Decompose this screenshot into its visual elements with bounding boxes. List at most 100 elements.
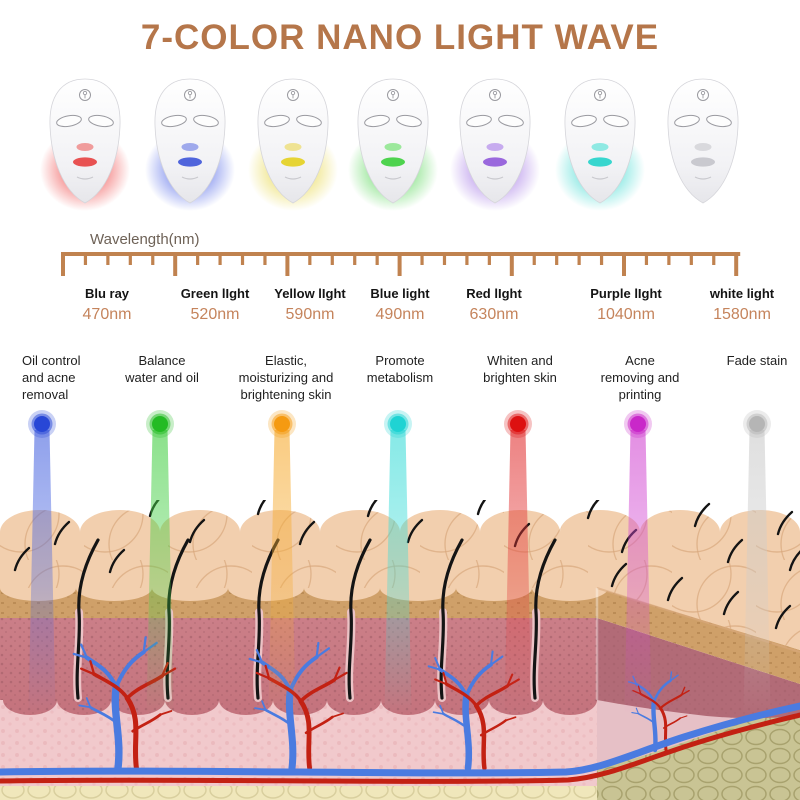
mask-left-eye <box>56 114 82 128</box>
ruler-minor-tick <box>240 252 245 265</box>
light-name-label: white light <box>709 286 775 301</box>
led-dot-glow <box>743 410 771 438</box>
hair <box>726 538 744 564</box>
wavelength-value: 590nm <box>285 306 335 323</box>
masks-row <box>0 74 800 214</box>
mask-right-eye <box>88 114 114 128</box>
ruler-minor-tick <box>420 252 424 265</box>
artery-main <box>0 712 800 784</box>
light-name-label: Red lIght <box>466 286 522 301</box>
hair <box>776 510 794 536</box>
led-dot-glow <box>624 410 652 438</box>
ruler-major-tick <box>285 252 290 276</box>
hair <box>298 520 316 546</box>
benefit-label: Fade stain <box>726 353 788 368</box>
mask-lips <box>483 157 507 167</box>
hair <box>693 502 711 528</box>
mask-nose <box>694 143 712 151</box>
ruler-minor-tick <box>128 252 132 265</box>
hair <box>774 604 792 630</box>
led-dot-glow <box>627 413 649 435</box>
ruler-minor-tick <box>308 252 312 265</box>
ruler-minor-tick <box>442 252 447 265</box>
ruler-major-tick <box>622 252 626 276</box>
led-dot <box>152 416 168 432</box>
hair <box>13 546 31 572</box>
mask-nose <box>76 143 94 151</box>
led-dot-glow <box>149 413 171 435</box>
hair <box>188 518 206 544</box>
led-dot <box>510 416 526 432</box>
power-icon-dot <box>390 90 396 96</box>
mask-face <box>154 78 226 204</box>
wavelength-label: Wavelength(nm) <box>90 231 200 248</box>
light-name-label: Blue light <box>370 286 430 301</box>
ruler-major-tick <box>61 252 65 276</box>
ruler-major-tick <box>734 252 739 276</box>
light-name-label: Yellow lIght <box>274 286 346 301</box>
led-mask-blue-light <box>144 74 236 214</box>
ruler-minor-tick <box>83 252 88 265</box>
ruler-minor-tick <box>532 252 536 265</box>
ruler-minor-tick <box>555 252 559 265</box>
power-icon-dot <box>82 90 88 96</box>
ruler-major-tick <box>509 252 514 276</box>
hair <box>256 500 267 516</box>
hair <box>666 576 684 602</box>
benefit-label: Promote metabolism <box>366 353 434 385</box>
led-dot-glow <box>387 413 409 435</box>
led-dot-glow <box>271 413 293 435</box>
power-icon-dot <box>492 90 498 96</box>
ruler-minor-tick <box>667 252 671 265</box>
ruler-major-tick <box>397 252 402 276</box>
mask-left-eye <box>161 114 187 128</box>
led-dot <box>390 416 406 432</box>
ruler-minor-tick <box>196 252 200 265</box>
ruler-minor-tick <box>712 252 716 265</box>
mask-right-eye <box>706 114 732 128</box>
led-dot <box>749 416 765 432</box>
ruler-minor-tick <box>218 252 222 265</box>
mask-nose <box>181 143 199 151</box>
led-dot-glow <box>28 410 56 438</box>
led-mask-red-light <box>39 74 131 214</box>
mask-lips <box>73 157 97 167</box>
hair-follicle <box>347 538 372 700</box>
ruler-minor-tick <box>151 252 155 265</box>
benefit-label: Balance water and oil <box>125 353 199 385</box>
mask-right-eye <box>498 114 524 128</box>
ruler-minor-tick <box>330 252 334 265</box>
ruler-minor-tick <box>577 252 581 265</box>
hair-follicle <box>439 538 464 700</box>
hair <box>722 590 740 616</box>
led-dot <box>34 416 50 432</box>
hair <box>108 548 126 574</box>
ruler-minor-tick <box>487 252 491 265</box>
mask-nose <box>284 143 302 151</box>
led-dot-glow <box>746 413 768 435</box>
light-name-label: Blu ray <box>84 286 130 301</box>
mask-left-eye <box>571 114 597 128</box>
wavelength-ruler <box>61 252 741 276</box>
ruler-minor-tick <box>353 252 357 265</box>
mask-chin-line <box>76 176 94 180</box>
wavelength-value: 490nm <box>375 306 425 323</box>
mask-chin-line <box>694 176 712 180</box>
led-mask-cyan-light <box>554 74 646 214</box>
led-mask-purple-light <box>449 74 541 214</box>
wavelength-value: 630nm <box>469 306 519 323</box>
mask-left-eye <box>674 114 700 128</box>
led-dot-glow <box>504 410 532 438</box>
led-mask-yellow-light <box>247 74 339 214</box>
power-icon-dot <box>597 90 603 96</box>
mask-face <box>257 78 329 204</box>
ruler-minor-tick <box>465 252 469 265</box>
benefit-label: Elastic, moisturizing and brightening skin <box>238 353 334 402</box>
mask-chin-line <box>284 176 302 180</box>
led-dot <box>274 416 290 432</box>
mask-chin-line <box>384 176 402 180</box>
mask-right-eye <box>396 114 422 128</box>
vein-main <box>0 702 800 777</box>
benefit-label: Acne removing and printing <box>600 353 680 402</box>
